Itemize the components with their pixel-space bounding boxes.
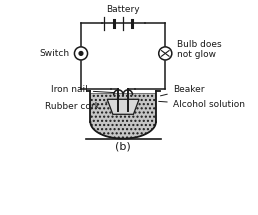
- Circle shape: [79, 52, 83, 55]
- Text: Bulb does
not glow: Bulb does not glow: [176, 40, 221, 59]
- Text: Battery: Battery: [106, 5, 140, 14]
- Text: Beaker: Beaker: [160, 84, 204, 96]
- Text: Switch: Switch: [40, 49, 70, 58]
- Polygon shape: [107, 99, 139, 114]
- Text: (b): (b): [115, 141, 131, 151]
- Polygon shape: [90, 94, 156, 139]
- Text: Alcohol solution: Alcohol solution: [159, 100, 245, 109]
- Text: Iron nail: Iron nail: [51, 85, 114, 94]
- Text: Rubber cork: Rubber cork: [45, 102, 107, 111]
